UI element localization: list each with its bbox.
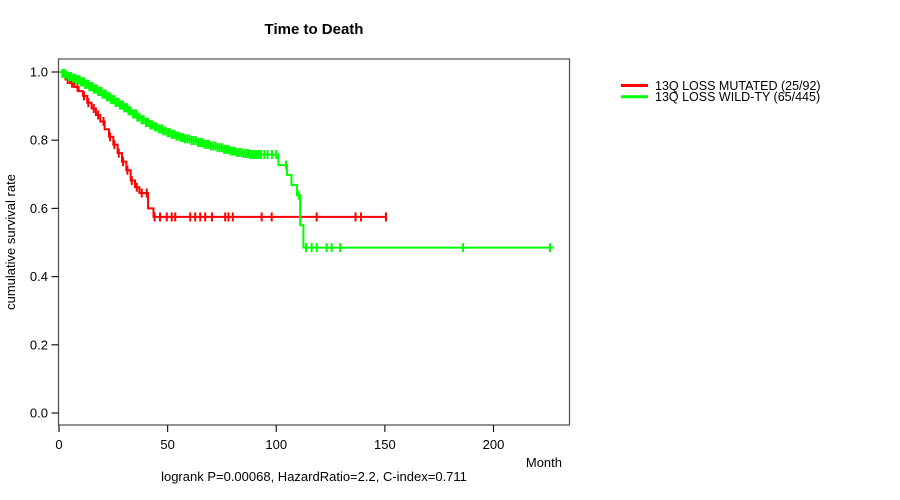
y-tick-label: 0.2 — [30, 337, 48, 352]
stats-caption: logrank P=0.00068, HazardRatio=2.2, C-in… — [161, 469, 467, 484]
chart-title: Time to Death — [265, 21, 364, 38]
x-tick-label: 200 — [483, 437, 505, 452]
survival-curve-0 — [59, 71, 386, 218]
x-tick-label: 50 — [160, 437, 174, 452]
censor-marks-0 — [66, 75, 387, 222]
survival-curve-1 — [59, 71, 554, 249]
y-tick-label: 0.0 — [30, 406, 48, 421]
y-tick-label: 0.6 — [30, 201, 48, 216]
legend-label-mutated: 13Q LOSS MUTATED (25/92) — [655, 79, 821, 93]
censor-marks-1 — [61, 68, 551, 253]
y-tick-label: 1.0 — [30, 65, 48, 80]
x-axis-title: Month — [526, 455, 562, 470]
plot-box — [57, 58, 571, 426]
y-tick-label: 0.8 — [30, 133, 48, 148]
x-tick-label: 100 — [265, 437, 287, 452]
y-axis-title: cumulative survival rate — [3, 174, 18, 310]
x-tick-label: 0 — [55, 437, 62, 452]
y-tick-label: 0.4 — [30, 269, 48, 284]
x-tick-label: 150 — [374, 437, 396, 452]
legend-label-wildtype: 13Q LOSS WILD-TY (65/445) — [655, 90, 820, 104]
legend: 13Q LOSS MUTATED (25/92) 13Q LOSS WILD-T… — [621, 79, 821, 104]
plot-area: 0 50 100 150 200 0.0 0.2 0.4 0.6 0.8 1.0 — [30, 58, 571, 452]
